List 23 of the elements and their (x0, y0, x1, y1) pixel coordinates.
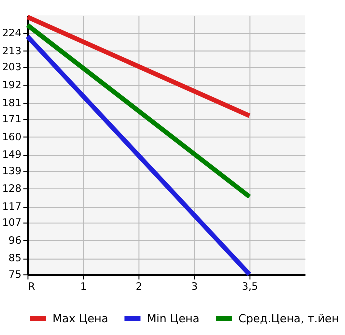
y-tick-label: 96 (8, 236, 22, 247)
y-tick-label: 192 (2, 80, 22, 92)
x-tick-label: 3 (191, 282, 198, 293)
y-tick-label: 75 (8, 270, 22, 281)
y-tick-label: 149 (2, 150, 22, 162)
legend-label: Max Цена (52, 312, 109, 326)
x-tick-label: 1 (80, 282, 87, 293)
y-tick-label: 117 (2, 202, 22, 213)
legend-label: Min Цена (147, 312, 200, 326)
y-tick-label: 181 (2, 98, 22, 110)
y-tick-label: 213 (2, 46, 22, 58)
y-tick-label: 85 (8, 254, 22, 265)
y-tick-label: 160 (2, 132, 22, 144)
x-tick-label: 2 (136, 282, 142, 293)
x-tick-label: R (28, 282, 36, 293)
legend-label: Сред.Цена, т.йен (238, 312, 340, 326)
x-tick-label: 3,5 (242, 282, 258, 293)
y-tick-label: 139 (2, 166, 22, 178)
y-tick-label: 224 (2, 28, 22, 40)
y-tick-label: 171 (2, 114, 22, 126)
y-tick-label: 128 (2, 184, 22, 196)
y-tick-label: 107 (2, 218, 22, 230)
y-tick-label: 203 (2, 62, 22, 74)
